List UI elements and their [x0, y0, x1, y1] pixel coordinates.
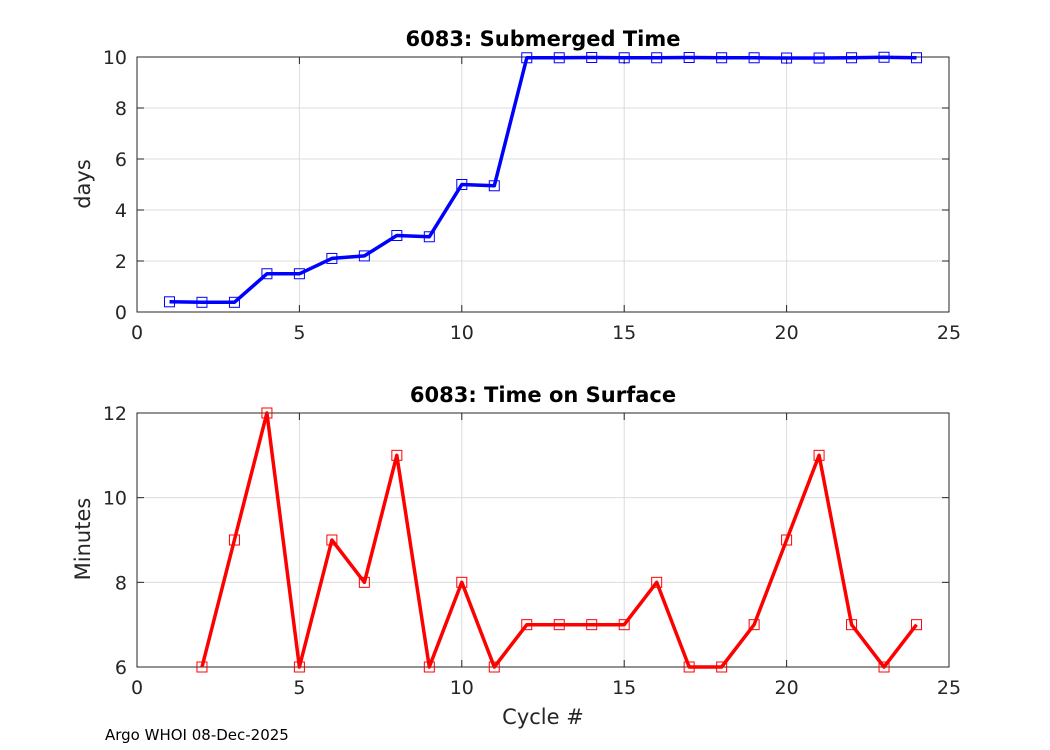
y-tick-label: 0	[115, 302, 127, 324]
data-point-marker	[618, 52, 630, 64]
data-point-marker	[293, 268, 305, 280]
y-tick-label: 10	[103, 47, 127, 69]
data-point-marker	[456, 179, 468, 190]
data-point-marker	[391, 230, 403, 241]
y-axis-label: days	[71, 159, 95, 209]
data-point-marker	[586, 619, 598, 631]
data-point-marker	[748, 52, 760, 64]
data-point-marker	[846, 619, 858, 631]
data-point-marker	[586, 52, 598, 64]
data-point-marker	[878, 51, 890, 63]
y-tick-label: 12	[103, 403, 127, 425]
data-point-marker	[813, 52, 825, 64]
surface-time-plot: 6083: Time on Surface Minutes Cycle # 0 5…	[71, 383, 961, 729]
data-point-marker	[326, 252, 338, 264]
data-point-marker	[423, 661, 435, 673]
data-point-marker	[456, 576, 468, 588]
data-point-marker	[358, 250, 370, 262]
data-point-marker	[651, 52, 663, 64]
y-tick-label: 8	[115, 572, 127, 594]
submerged-time-plot: 6083: Submerged Time days 0 5 10 15 20 25 0 2 4 6…	[71, 27, 961, 344]
x-tick-label: 20	[775, 677, 799, 699]
data-point-marker	[651, 576, 663, 588]
data-point-marker	[846, 52, 858, 64]
x-axis-label: Cycle #	[502, 705, 584, 729]
y-tick-label: 6	[115, 657, 127, 679]
data-point-marker	[521, 52, 533, 64]
data-point-marker	[911, 619, 923, 631]
x-tick-label: 0	[131, 322, 143, 344]
data-point-marker	[748, 619, 760, 631]
data-point-marker	[878, 661, 890, 673]
plot-title: 6083: Submerged Time	[405, 27, 680, 51]
x-tick-label: 15	[612, 677, 636, 699]
data-point-marker	[813, 449, 825, 461]
data-point-marker	[781, 534, 793, 546]
x-tick-label: 10	[450, 322, 474, 344]
data-point-marker	[228, 534, 240, 546]
data-point-marker	[618, 619, 630, 631]
x-tick-label: 0	[131, 677, 143, 699]
x-tick-label: 20	[775, 322, 799, 344]
y-axis-label: Minutes	[71, 498, 95, 581]
series-line	[200, 411, 918, 669]
data-point-marker	[716, 661, 728, 673]
data-point-marker	[293, 661, 305, 673]
data-point-marker	[163, 296, 175, 308]
data-point-marker	[423, 231, 435, 243]
data-point-marker	[261, 407, 273, 419]
plot-title: 6083: Time on Surface	[410, 383, 676, 407]
data-point-marker	[911, 52, 923, 64]
x-tick-label: 10	[450, 677, 474, 699]
y-tick-label: 4	[115, 200, 127, 222]
data-point-marker	[553, 52, 565, 64]
x-tick-label: 25	[937, 322, 961, 344]
data-point-marker	[196, 661, 208, 673]
y-tick-label: 8	[115, 98, 127, 120]
data-point-marker	[521, 619, 533, 631]
x-tick-label: 5	[293, 322, 305, 344]
data-point-marker	[391, 449, 403, 461]
y-tick-label: 6	[115, 149, 127, 171]
x-tick-label: 15	[612, 322, 636, 344]
data-point-marker	[228, 296, 240, 308]
data-point-marker	[488, 180, 500, 192]
x-tick-label: 5	[293, 677, 305, 699]
series-line	[169, 55, 917, 305]
data-point-marker	[261, 268, 273, 280]
data-point-marker	[683, 52, 695, 64]
footer-credit: Argo WHOI 08-Dec-2025	[105, 726, 289, 744]
axes-box	[136, 56, 950, 313]
data-point-marker	[683, 661, 695, 673]
data-point-marker	[196, 296, 208, 308]
axes-box	[136, 412, 950, 668]
x-tick-label: 25	[937, 677, 961, 699]
data-point-marker	[358, 576, 370, 588]
data-point-marker	[716, 52, 728, 64]
y-tick-label: 2	[115, 251, 127, 273]
data-point-marker	[781, 52, 793, 64]
data-point-marker	[326, 534, 338, 546]
data-point-marker	[553, 619, 565, 631]
y-tick-label: 10	[103, 488, 127, 510]
data-point-marker	[488, 661, 500, 673]
